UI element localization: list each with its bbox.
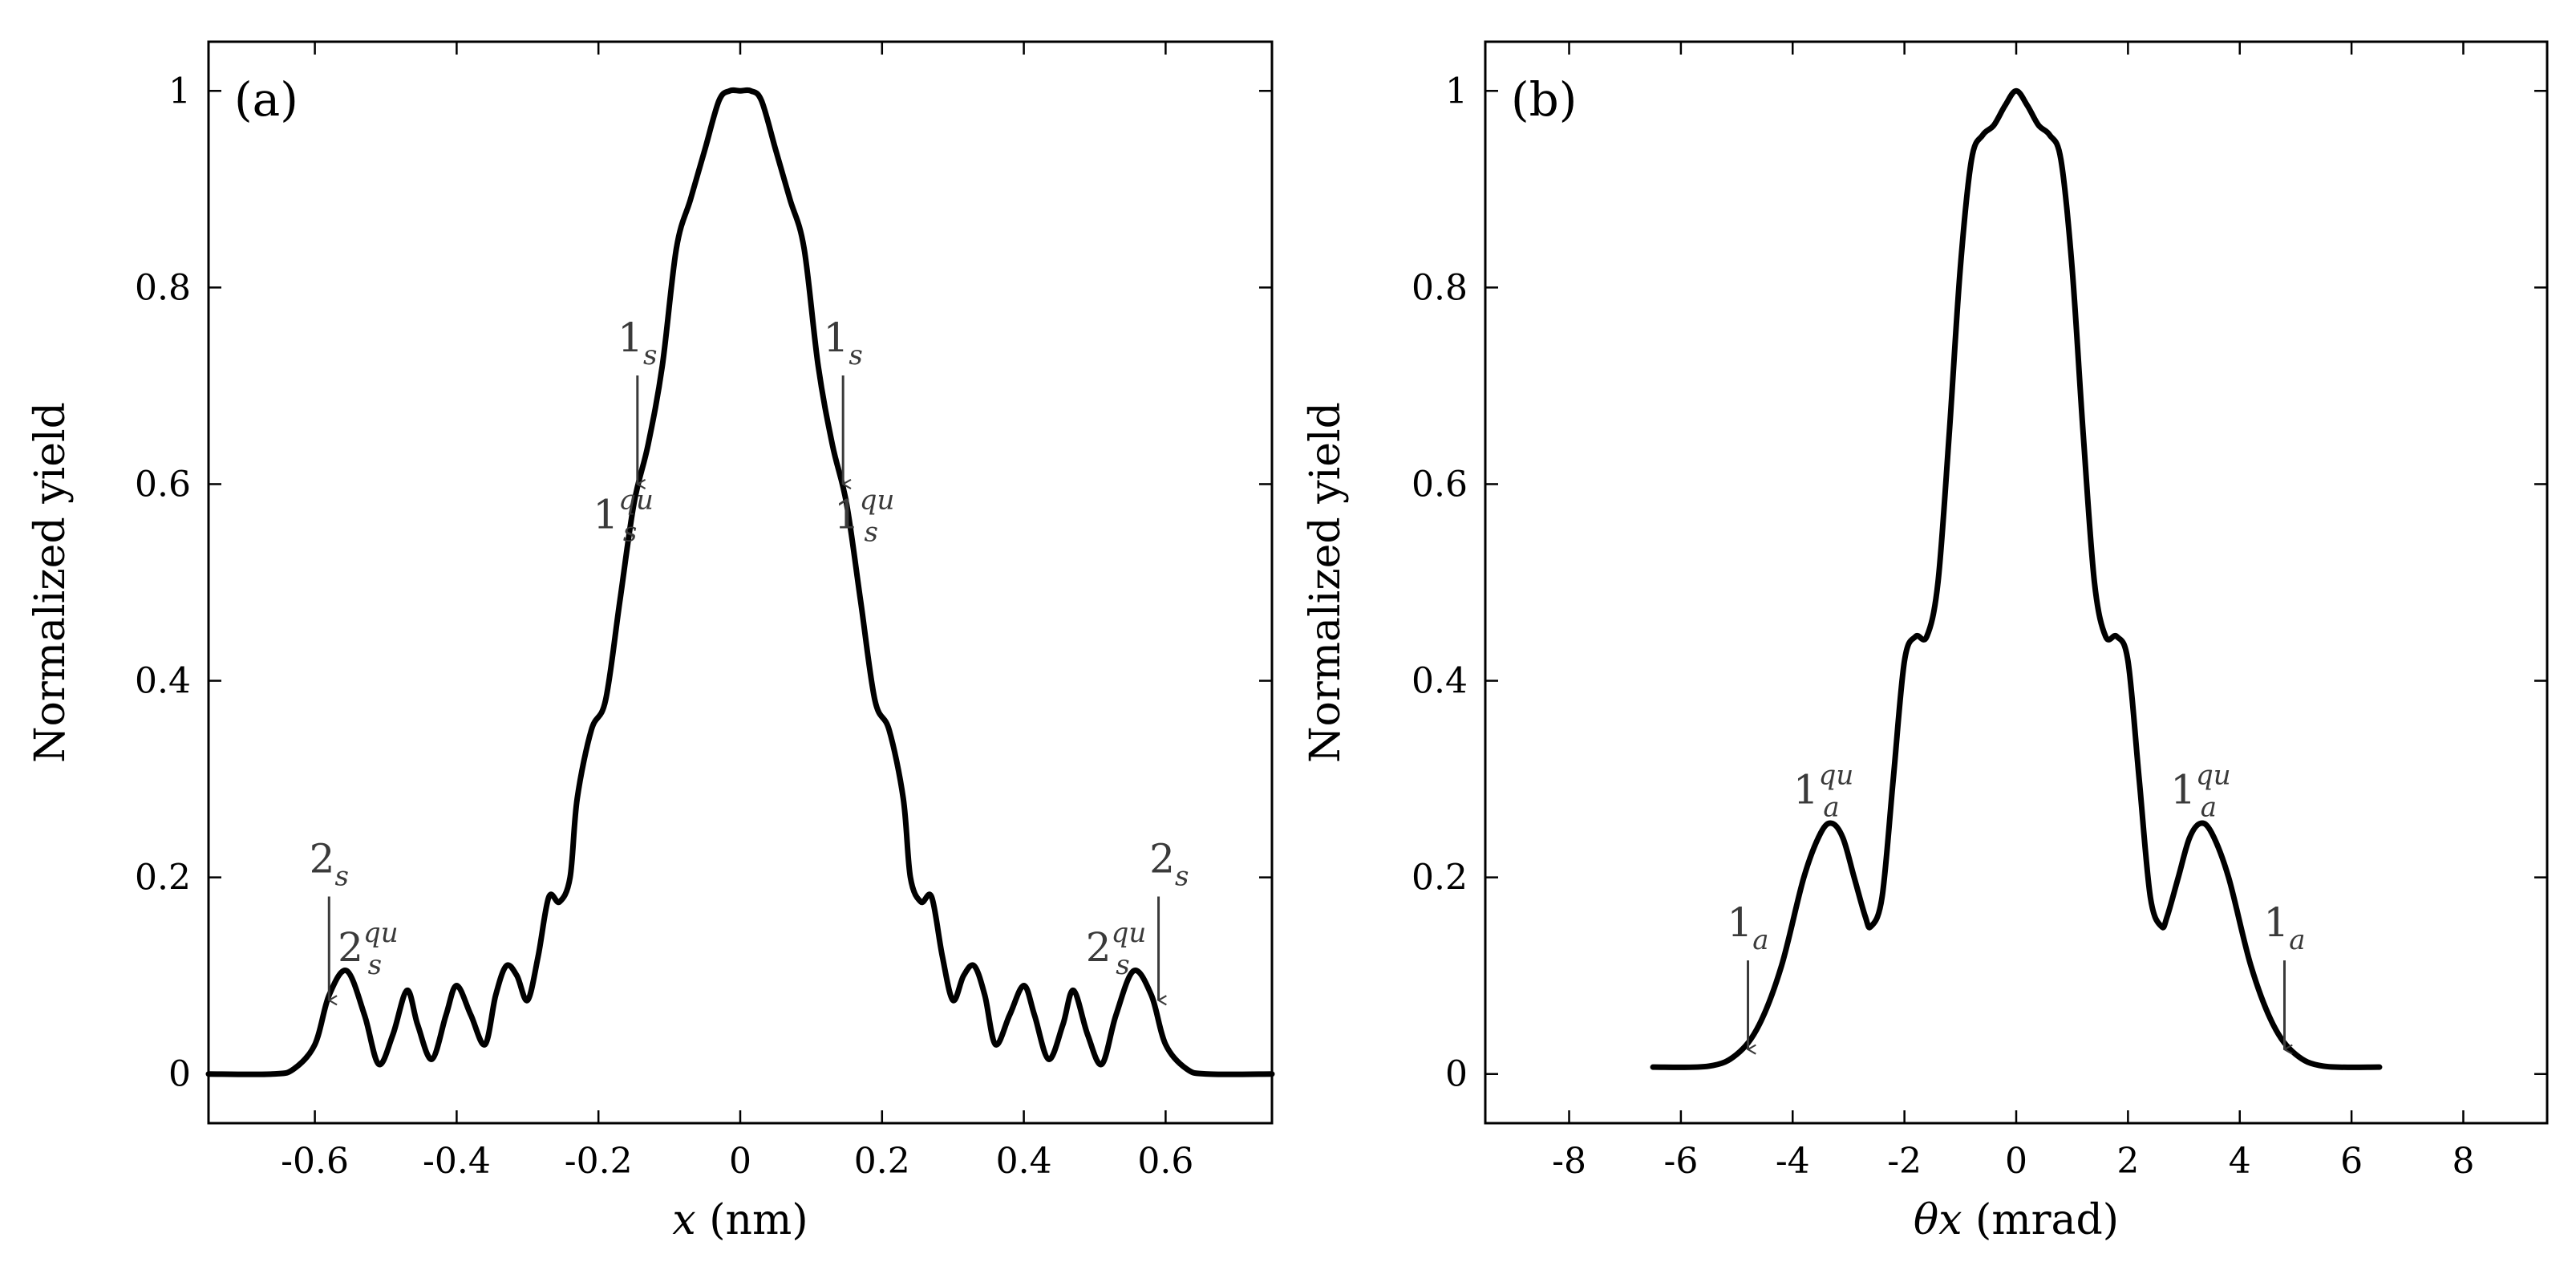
annotation-base: 1 <box>618 314 643 361</box>
y-axis-label: Normalized yield <box>1302 402 1350 763</box>
annotation-sub: s <box>1116 949 1129 981</box>
x-tick-label: -8 <box>1552 1141 1586 1182</box>
y-tick-label: 1 <box>1445 71 1468 112</box>
x-tick-label: -0.2 <box>565 1141 633 1182</box>
y-tick-label: 0.2 <box>135 858 191 899</box>
y-tick-label: 0.4 <box>1412 661 1468 702</box>
x-axis-label: θx (mrad) <box>1914 1196 2119 1244</box>
y-tick-label: 0.4 <box>135 661 191 702</box>
annotation-sub: s <box>643 339 657 371</box>
x-tick-label: -0.6 <box>281 1141 349 1182</box>
x-tick-label: -4 <box>1776 1141 1810 1182</box>
annotation-label: 1a <box>2263 899 2305 956</box>
annotation-base: 1 <box>824 314 849 361</box>
annotation: 1qu a <box>2170 760 2230 824</box>
chart-panel-b: -8 -6 -4 -2 0 2 4 6 8 0 0.2 0.4 0.6 0.8 1 (b) Normalized… <box>1302 40 2549 1244</box>
annotation-base: 1 <box>1793 767 1819 813</box>
annotation-sub: s <box>334 861 348 893</box>
annotation-sub: a <box>2201 792 2217 824</box>
annotation-label: 1qu a <box>2170 760 2230 824</box>
x-axis-unit: (mrad) <box>1962 1196 2120 1244</box>
annotation-sup: qu <box>618 485 654 517</box>
annotation: 2s <box>310 836 349 1000</box>
series-line-yield <box>1650 87 2383 1070</box>
x-tick-label: -2 <box>1887 1141 1922 1182</box>
x-tick-label: 8 <box>2452 1141 2474 1182</box>
x-tick-label: 0 <box>729 1141 751 1182</box>
panel-label: (a) <box>234 72 298 127</box>
annotation-base: 2 <box>338 924 363 971</box>
x-axis-label: x (nm) <box>672 1196 808 1244</box>
annotation-sub: s <box>1175 861 1189 893</box>
annotation: 1qu s <box>593 485 653 549</box>
annotation-label: 2s <box>1149 836 1189 893</box>
x-tick-label: 2 <box>2116 1141 2139 1182</box>
annotation-base: 1 <box>2170 767 2196 813</box>
annotation-sup: qu <box>860 485 895 517</box>
annotation-sub: a <box>2289 924 2305 956</box>
annotation: 2s <box>1149 836 1189 1000</box>
annotation-sub: a <box>1752 924 1768 956</box>
annotation-base: 1 <box>1727 899 1752 946</box>
annotation-base: 1 <box>2263 899 2289 946</box>
y-tick-label: 0 <box>1445 1054 1468 1095</box>
annotation-label: 1a <box>1727 899 1768 956</box>
series-line-yield <box>205 87 1275 1077</box>
annotation-base: 2 <box>310 836 335 882</box>
y-axis-label: Normalized yield <box>26 402 75 763</box>
y-tick-label: 0.8 <box>1412 267 1468 308</box>
x-axis-variable: x <box>672 1196 695 1244</box>
annotation-base: 2 <box>1086 924 1112 971</box>
panel-label: (b) <box>1511 72 1577 127</box>
annotation: 1a <box>1727 899 1769 1049</box>
plot-frame <box>1484 40 2549 1125</box>
annotation-label: 1qu a <box>1793 760 1853 824</box>
annotation-sub: s <box>368 949 382 981</box>
x-tick-label: 0.6 <box>1137 1141 1193 1182</box>
annotation: 2qu s <box>338 917 398 981</box>
y-tick-label: 0.6 <box>1412 464 1468 505</box>
annotation-label: 1qu s <box>834 485 894 549</box>
annotation-sub: s <box>864 517 877 549</box>
annotation-label: 2s <box>310 836 349 893</box>
annotation-sub: s <box>849 339 862 371</box>
x-axis-variable: θx <box>1914 1196 1962 1244</box>
annotation: 1s <box>618 314 657 484</box>
annotation: 1s <box>824 314 863 484</box>
annotation-base: 2 <box>1149 836 1175 882</box>
annotation: 1qu a <box>1793 760 1853 824</box>
annotation-sub: a <box>1823 792 1839 824</box>
annotation-sub: s <box>623 517 637 549</box>
chart-panel-a: -0.6 -0.4 -0.2 0 0.2 0.4 0.6 0 0.2 0.4 0.6 0.8 1 (a) N… <box>26 40 1275 1244</box>
x-tick-label: 6 <box>2340 1141 2363 1182</box>
y-tick-label: 0.6 <box>135 464 191 505</box>
x-tick-label: 0 <box>2005 1141 2027 1182</box>
x-tick-label: 0.2 <box>854 1141 910 1182</box>
annotation-label: 1qu s <box>593 485 653 549</box>
y-tick-label: 0 <box>168 1054 191 1095</box>
annotation-label: 2qu s <box>338 917 398 981</box>
x-tick-label: 0.4 <box>996 1141 1052 1182</box>
annotation-sup: qu <box>1112 917 1147 949</box>
annotation-label: 1s <box>824 314 863 371</box>
x-axis-unit: (nm) <box>696 1196 808 1244</box>
annotation-sup: qu <box>363 917 399 949</box>
annotation-base: 1 <box>834 492 860 538</box>
x-tick-label: 4 <box>2229 1141 2251 1182</box>
annotation-sup: qu <box>2196 760 2231 792</box>
annotation-sup: qu <box>1819 760 1854 792</box>
annotation-label: 1s <box>618 314 657 371</box>
x-tick-label: -0.4 <box>423 1141 491 1182</box>
annotation: 1a <box>2263 899 2306 1049</box>
y-tick-label: 1 <box>168 71 191 112</box>
annotation-base: 1 <box>593 492 618 538</box>
annotation: 2qu s <box>1086 917 1146 981</box>
annotation-label: 2qu s <box>1086 917 1146 981</box>
y-tick-label: 0.2 <box>1412 858 1468 899</box>
y-tick-label: 0.8 <box>135 267 191 308</box>
annotation: 1qu s <box>834 485 894 549</box>
x-tick-label: -6 <box>1663 1141 1698 1182</box>
